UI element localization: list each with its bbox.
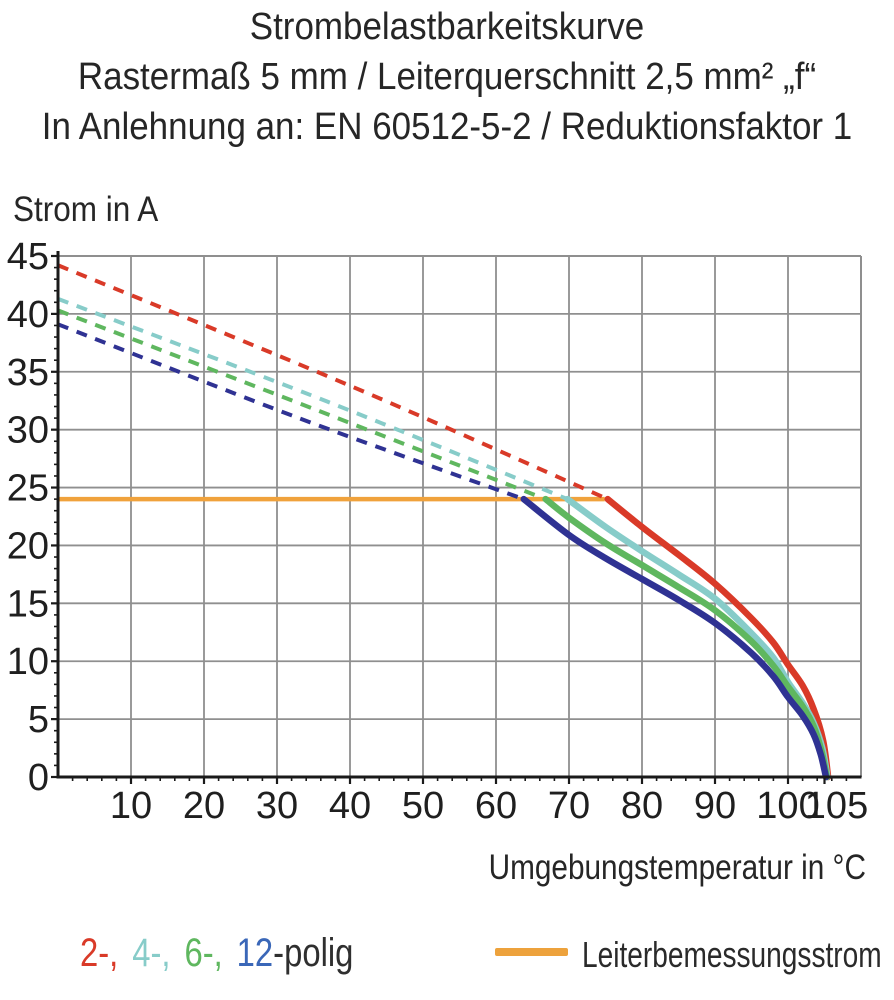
- title-line-2: Rastermaß 5 mm / Leiterquerschnitt 2,5 m…: [77, 56, 817, 98]
- series-dashed-6-polig: [57, 308, 547, 501]
- legend-pole-6: 6-,: [184, 931, 223, 975]
- legend-pole-12: 12: [236, 931, 274, 975]
- y-tick-label: 30: [7, 410, 49, 452]
- x-tick-label: 70: [548, 785, 590, 827]
- x-tick-label: 90: [694, 785, 736, 827]
- x-tick-label: 20: [183, 785, 225, 827]
- x-tick-label: 30: [256, 785, 298, 827]
- title-line-3: In Anlehnung an: EN 60512-5-2 / Reduktio…: [41, 106, 853, 148]
- rated-current-label: Leiterbemessungsstrom: [582, 934, 882, 976]
- y-tick-label: 45: [7, 236, 49, 278]
- y-axis-title: Strom in A: [13, 190, 159, 229]
- y-tick-label: 35: [7, 352, 49, 394]
- legend-pole-2: 2-,: [80, 931, 119, 975]
- x-axis-title: Umgebungstemperatur in °C: [488, 848, 866, 887]
- series-dashed-12-polig: [57, 322, 525, 501]
- x-tick-label: 100: [756, 785, 819, 827]
- y-tick-label: 20: [7, 525, 49, 567]
- x-tick-label: 40: [329, 785, 371, 827]
- series-dashed-2-polig: [57, 263, 609, 501]
- rated-current-swatch: [495, 948, 568, 957]
- legend-pole-4: 4-,: [132, 931, 171, 975]
- x-tick-label: 60: [475, 785, 517, 827]
- series-solid-6-polig: [542, 495, 830, 781]
- y-tick-label: 25: [7, 468, 49, 510]
- rated-current-legend: Leiterbemessungsstrom: [495, 928, 894, 980]
- y-tick-label: 40: [7, 294, 49, 336]
- x-tick-label: 10: [110, 785, 152, 827]
- y-tick-label: 10: [7, 641, 49, 683]
- series-solid-2-polig: [604, 495, 832, 781]
- y-tick-label: 5: [28, 699, 49, 741]
- x-tick-label: 50: [402, 785, 444, 827]
- chart-title-block: Strombelastbarkeitskurve Rastermaß 5 mm …: [36, 2, 858, 152]
- legend-pole-suffix: -polig: [273, 931, 354, 975]
- y-tick-label: 0: [28, 757, 49, 799]
- y-tick-label: 15: [7, 583, 49, 625]
- poles-legend: 2-, 4-, 6-, 12-polig: [80, 930, 353, 976]
- series-dashed-4-polig: [57, 296, 569, 501]
- series-solid-12-polig: [520, 495, 830, 781]
- x-tick-label: 105: [805, 785, 868, 827]
- x-tick-label: 80: [621, 785, 663, 827]
- title-line-1: Strombelastbarkeitskurve: [249, 6, 645, 48]
